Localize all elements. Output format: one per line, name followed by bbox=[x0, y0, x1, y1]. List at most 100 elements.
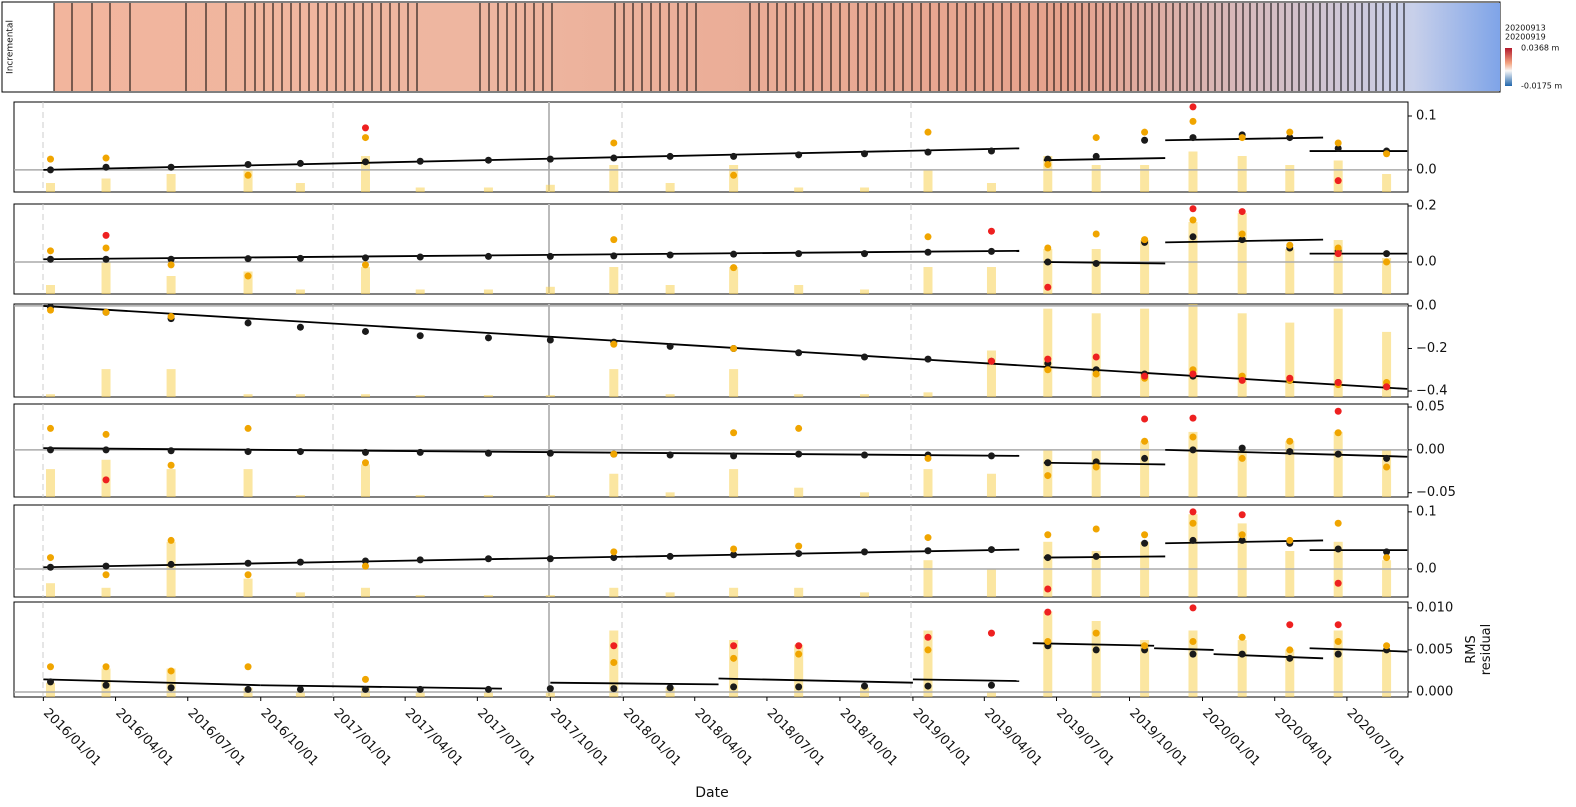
point bbox=[1044, 161, 1052, 169]
point bbox=[1141, 128, 1149, 136]
point bbox=[730, 545, 738, 553]
point bbox=[1334, 450, 1342, 458]
point bbox=[296, 685, 304, 693]
y-tick-label: 0.00 bbox=[1416, 442, 1445, 457]
point bbox=[546, 685, 554, 693]
residual-bar bbox=[101, 262, 111, 294]
point bbox=[167, 560, 175, 568]
x-tick-label: 2016/01/01 bbox=[40, 706, 104, 770]
point bbox=[1238, 208, 1246, 216]
point bbox=[1044, 459, 1052, 467]
panel: 0.0 0.2 bbox=[13, 198, 1437, 295]
panel-frame bbox=[13, 504, 1409, 598]
residual-bar bbox=[1237, 313, 1247, 397]
residual-bar bbox=[483, 187, 493, 192]
point bbox=[610, 252, 618, 260]
point bbox=[1044, 554, 1052, 562]
trend-line bbox=[1043, 261, 1166, 265]
point bbox=[167, 261, 175, 269]
residual-bar bbox=[360, 267, 370, 294]
x-tick-label: 2019/04/01 bbox=[981, 706, 1045, 770]
point bbox=[610, 642, 618, 650]
residual-bar bbox=[923, 630, 933, 697]
residual-bar bbox=[665, 394, 675, 397]
point bbox=[46, 554, 54, 562]
point bbox=[546, 155, 554, 163]
point bbox=[361, 675, 369, 683]
trend-line bbox=[912, 678, 1020, 682]
y-tick-label: 0.010 bbox=[1416, 600, 1453, 615]
point bbox=[795, 250, 803, 258]
point bbox=[861, 451, 869, 459]
point bbox=[1044, 283, 1052, 291]
point bbox=[167, 255, 175, 263]
point bbox=[361, 557, 369, 565]
point bbox=[795, 424, 803, 432]
point bbox=[46, 424, 54, 432]
trend-line bbox=[43, 249, 1020, 261]
point bbox=[987, 227, 995, 235]
point bbox=[987, 629, 995, 637]
residual-bar bbox=[923, 169, 933, 192]
panel-frame bbox=[13, 101, 1409, 193]
point bbox=[861, 150, 869, 158]
point bbox=[1092, 629, 1100, 637]
point bbox=[610, 154, 618, 162]
point bbox=[730, 654, 738, 662]
point bbox=[1334, 650, 1342, 658]
point bbox=[1286, 536, 1294, 544]
residual-bar bbox=[483, 692, 493, 697]
point bbox=[1286, 241, 1294, 249]
point bbox=[1044, 472, 1052, 480]
point bbox=[102, 244, 110, 252]
residual-bar bbox=[923, 560, 933, 597]
x-tick-label: 2016/07/01 bbox=[184, 706, 248, 770]
point bbox=[167, 163, 175, 171]
residual-bar bbox=[986, 350, 996, 397]
point bbox=[666, 152, 674, 160]
residual-bar bbox=[794, 644, 804, 697]
residual-bar bbox=[1188, 431, 1198, 497]
point bbox=[987, 247, 995, 255]
point bbox=[46, 255, 54, 263]
x-tick-label: 2019/01/01 bbox=[910, 706, 974, 770]
residual-bar bbox=[545, 286, 555, 294]
residual-bar bbox=[1333, 630, 1343, 697]
point bbox=[1092, 463, 1100, 471]
point bbox=[1189, 638, 1197, 646]
point bbox=[1334, 250, 1342, 258]
x-tick-label: 2019/07/01 bbox=[1053, 706, 1117, 770]
point bbox=[1383, 383, 1391, 391]
point bbox=[167, 447, 175, 455]
point bbox=[244, 571, 252, 579]
point bbox=[610, 139, 618, 147]
residual-bar bbox=[415, 495, 425, 497]
point bbox=[1044, 155, 1052, 163]
point bbox=[1189, 519, 1197, 527]
residual-bar bbox=[545, 595, 555, 597]
point bbox=[924, 547, 932, 555]
point bbox=[167, 684, 175, 692]
point bbox=[795, 683, 803, 691]
residual-bar bbox=[609, 165, 619, 192]
point bbox=[1092, 259, 1100, 267]
panel: 0.1 0.0 bbox=[13, 504, 1437, 598]
point bbox=[1044, 258, 1052, 266]
residual-bar bbox=[986, 569, 996, 597]
point bbox=[1044, 638, 1052, 646]
point bbox=[1334, 579, 1342, 587]
trend-line bbox=[1043, 555, 1166, 559]
residual-bar bbox=[1091, 551, 1101, 597]
point bbox=[416, 556, 424, 564]
point bbox=[987, 681, 995, 689]
residual-bar bbox=[609, 587, 619, 597]
point bbox=[610, 554, 618, 562]
point bbox=[1092, 134, 1100, 142]
residual-bar bbox=[295, 692, 305, 697]
point bbox=[167, 667, 175, 675]
point bbox=[46, 166, 54, 174]
image-date: 20200919 bbox=[1505, 33, 1546, 42]
point bbox=[861, 250, 869, 258]
residual-bar bbox=[860, 592, 870, 597]
point bbox=[987, 147, 995, 155]
